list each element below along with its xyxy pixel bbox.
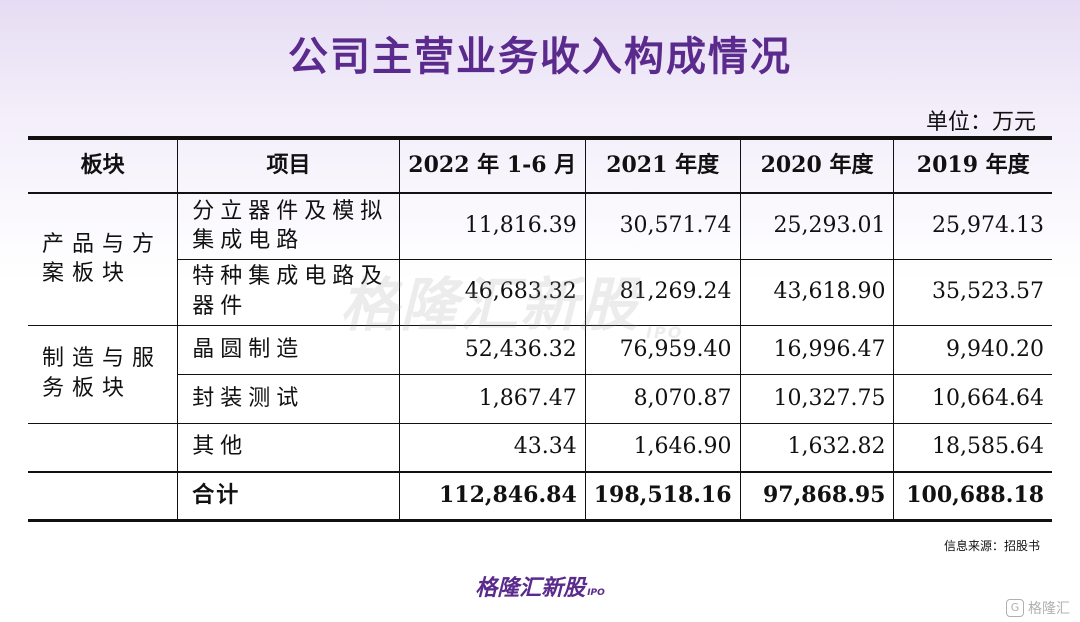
header-2020: 2020 年度 [739,137,895,194]
value-cell: 25,974.13 [893,192,1052,260]
table-row: 制造与服务板块 晶圆制造 52,436.32 76,959.40 16,996.… [28,324,1052,424]
g-logo-icon: G [1006,599,1024,617]
value-cell: 1,632.82 [739,422,895,473]
header-2022h1: 2022 年 1-6 月 [398,137,586,194]
value-cell: 52,436.32 [398,324,586,375]
value-cell: 81,269.24 [584,258,741,326]
value-cell: 30,571.74 [584,192,741,260]
value-cell: 18,585.64 [893,422,1052,473]
value-cell: 1,867.47 [398,373,586,424]
total-value: 100,688.18 [893,471,1052,521]
header-2021: 2021 年度 [584,137,741,194]
corner-logo-text: 格隆汇 [1028,601,1070,617]
value-cell: 25,293.01 [739,192,895,260]
total-label: 合计 [177,471,400,521]
value-cell: 16,996.47 [739,324,895,375]
value-cell: 1,646.90 [584,422,741,473]
table-row: 产品与方案板块 分立器件及模拟集成电路 11,816.39 30,571.74 … [28,192,1052,326]
value-cell: 10,664.64 [893,373,1052,424]
total-value: 112,846.84 [398,471,586,521]
value-cell: 35,523.57 [893,258,1052,326]
page-title: 公司主营业务收入构成情况 [288,34,792,80]
segment-cell-empty [28,471,179,521]
header-2019: 2019 年度 [893,137,1052,194]
corner-logo: G 格隆汇 [1006,598,1070,618]
brand-text: 格隆汇新股 [475,576,586,601]
source-note: 信息来源：招股书 [943,539,1040,553]
item-cell: 特种集成电路及器件 [177,258,400,326]
value-cell: 76,959.40 [584,324,741,375]
item-cell: 其他 [177,422,400,473]
value-cell: 9,940.20 [893,324,1052,375]
segment-cell: 制造与服务板块 [28,324,179,424]
item-cell: 晶圆制造 [177,324,400,375]
table-header-row: 板块 项目 2022 年 1-6 月 2021 年度 2020 年度 2019 … [28,137,1052,194]
brand-ipo: IPO [587,588,605,598]
value-cell: 46,683.32 [398,258,586,326]
value-cell: 43,618.90 [739,258,895,326]
header-item: 项目 [177,137,400,194]
segment-cell-empty [28,422,179,473]
total-value: 198,518.16 [584,471,741,521]
table-row: 其他 43.34 1,646.90 1,632.82 18,585.64 [28,422,1052,473]
total-row: 合计 112,846.84 198,518.16 97,868.95 100,6… [28,471,1052,521]
value-cell: 43.34 [398,422,586,473]
value-cell: 11,816.39 [398,192,586,260]
value-cell: 10,327.75 [739,373,895,424]
header-segment: 板块 [28,137,179,194]
table-row: 特种集成电路及器件 46,683.32 81,269.24 43,618.90 … [28,258,1052,326]
revenue-table: 板块 项目 2022 年 1-6 月 2021 年度 2020 年度 2019 … [28,136,1052,522]
item-cell: 分立器件及模拟集成电路 [177,192,400,260]
table-row: 封装测试 1,867.47 8,070.87 10,327.75 10,664.… [28,373,1052,424]
unit-label: 单位：万元 [925,110,1036,135]
brand-logo: 格隆汇新股 IPO [0,570,1080,602]
total-value: 97,868.95 [739,471,895,521]
segment-cell: 产品与方案板块 [28,192,179,326]
value-cell: 8,070.87 [584,373,741,424]
item-cell: 封装测试 [177,373,400,424]
